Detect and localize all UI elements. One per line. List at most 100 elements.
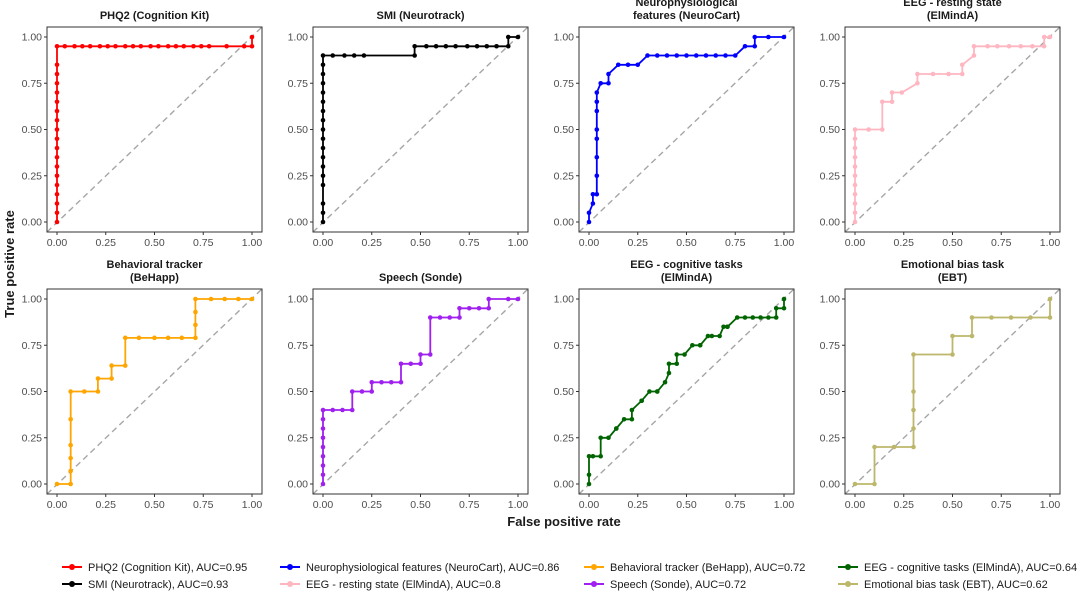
y-tick-label: 0.00 — [22, 217, 43, 229]
roc-point — [193, 322, 198, 328]
roc-point — [224, 43, 229, 49]
roc-point — [427, 352, 433, 357]
legend-swatch-point — [69, 581, 75, 587]
y-tick-label: 0.25 — [288, 170, 309, 182]
legend-swatch-point — [287, 564, 293, 570]
panel-title: (EBT) — [938, 272, 968, 284]
roc-point — [911, 389, 916, 394]
y-tick-label: 0.50 — [820, 386, 841, 398]
roc-point — [1041, 43, 1047, 49]
roc-point — [625, 62, 631, 68]
roc-point — [320, 117, 326, 123]
legend-label: Neurophysiological features (NeuroCart),… — [306, 562, 559, 574]
legend-label: EEG - resting state (ElMindA), AUC=0.8 — [306, 579, 501, 591]
roc-point — [54, 136, 60, 142]
roc-point — [693, 53, 699, 58]
roc-point — [852, 154, 858, 160]
roc-point — [971, 53, 977, 58]
roc-point — [130, 43, 136, 49]
x-tick-label: 1.00 — [508, 237, 529, 249]
roc-point — [773, 315, 779, 320]
roc-point — [68, 455, 73, 461]
roc-point — [97, 43, 103, 49]
roc-point — [320, 145, 326, 151]
panel-frame — [578, 26, 795, 233]
roc-point — [369, 389, 375, 394]
y-tick-label: 1.00 — [22, 294, 43, 306]
roc-point — [109, 363, 114, 368]
x-tick-label: 0.50 — [942, 499, 963, 511]
roc-point — [486, 296, 492, 302]
roc-panel-1: PHQ2 (Cognition Kit) 0.00 0.00 0.25 0.25 0.50… — [22, 10, 263, 249]
panel-frame — [312, 26, 529, 233]
roc-point — [674, 361, 680, 367]
roc-point — [742, 43, 748, 49]
legend-label: PHQ2 (Cognition Kit), AUC=0.95 — [88, 562, 247, 574]
roc-point — [515, 296, 521, 302]
roc-point — [654, 53, 660, 58]
panel-title: Speech (Sonde) — [379, 272, 462, 284]
roc-point — [852, 481, 858, 487]
roc-point — [122, 335, 128, 341]
roc-point — [388, 379, 394, 385]
x-tick-label: 1.00 — [242, 499, 263, 511]
x-tick-label: 0.25 — [96, 237, 117, 249]
x-tick-label: 0.25 — [96, 499, 117, 511]
roc-panel-6: Speech (Sonde) 0.00 0.00 0.25 0.25 0.50 0.50 0.… — [288, 272, 529, 511]
x-tick-label: 1.00 — [774, 499, 795, 511]
y-tick-label: 0.75 — [820, 340, 841, 352]
panel-title: (BeHapp) — [130, 272, 179, 284]
y-tick-label: 0.00 — [820, 217, 841, 229]
roc-point — [320, 416, 326, 422]
roc-point — [418, 352, 423, 357]
roc-panel-4: EEG - resting state(ElMindA) 0.00 0.00 0.25… — [820, 0, 1061, 249]
roc-point — [443, 43, 449, 49]
roc-point — [684, 53, 689, 58]
roc-panel-2: SMI (Neurotrack) 0.00 0.00 0.25 0.25 0.50 0.50… — [288, 10, 529, 249]
legend-label: Behavioral tracker (BeHapp), AUC=0.72 — [610, 562, 805, 574]
y-tick-label: 0.25 — [22, 432, 43, 444]
roc-point — [54, 173, 60, 179]
roc-point — [349, 407, 355, 413]
roc-point — [222, 296, 227, 302]
roc-point — [165, 43, 171, 49]
roc-point — [156, 43, 161, 49]
roc-point — [889, 99, 895, 105]
roc-point — [54, 80, 60, 86]
roc-point — [734, 315, 740, 320]
roc-point — [87, 43, 93, 49]
y-tick-label: 0.50 — [554, 124, 575, 136]
y-tick-label: 1.00 — [288, 32, 309, 44]
roc-point — [852, 219, 858, 225]
x-tick-label: 0.75 — [459, 499, 480, 511]
roc-point — [54, 191, 60, 197]
x-tick-label: 0.25 — [628, 237, 649, 249]
roc-point — [852, 164, 858, 169]
roc-point — [54, 99, 60, 105]
roc-point — [1030, 43, 1035, 49]
panel-title: Behavioral tracker — [107, 259, 204, 271]
y-tick-label: 0.25 — [820, 432, 841, 444]
roc-point — [191, 43, 196, 49]
roc-point — [54, 481, 60, 487]
roc-point — [662, 379, 668, 385]
x-tick-label: 0.00 — [313, 499, 334, 511]
roc-point — [590, 191, 596, 197]
legend-label: EEG - cognitive tasks (ElMindA), AUC=0.6… — [864, 562, 1077, 574]
y-tick-label: 0.25 — [820, 170, 841, 182]
roc-point — [54, 210, 60, 216]
roc-point — [109, 376, 114, 381]
roc-point — [379, 379, 384, 385]
panel-title: EEG - cognitive tasks — [630, 259, 742, 271]
roc-point — [723, 53, 728, 58]
roc-point — [54, 90, 60, 95]
roc-point — [911, 426, 916, 431]
roc-point — [68, 416, 73, 422]
y-tick-label: 1.00 — [554, 294, 575, 306]
roc-point — [915, 80, 920, 86]
legend-item: Neurophysiological features (NeuroCart),… — [280, 562, 559, 574]
y-tick-label: 0.00 — [554, 479, 575, 491]
roc-panel-8: Emotional bias task(EBT) 0.00 0.00 0.25 0.25… — [820, 259, 1061, 511]
roc-point — [398, 379, 404, 385]
legend-swatch-point — [845, 564, 851, 570]
